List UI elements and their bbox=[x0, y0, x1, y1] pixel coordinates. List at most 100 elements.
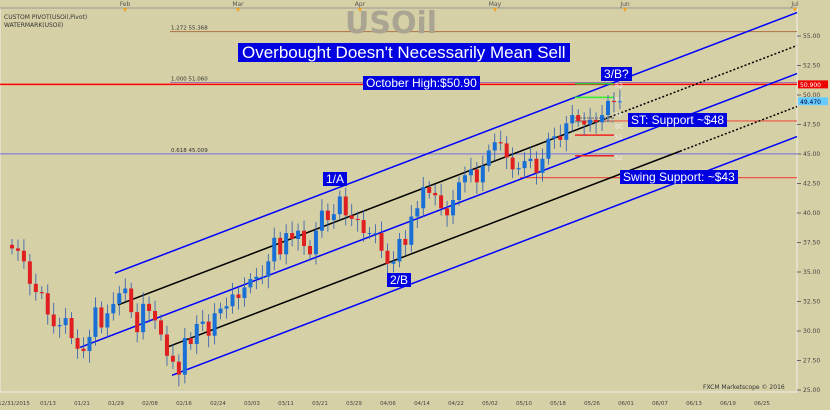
month-marker-icon bbox=[623, 8, 627, 12]
annotation-wave-3b: 3/B? bbox=[601, 67, 632, 81]
price-badge bbox=[798, 97, 828, 106]
y-tick-label: 45.00 bbox=[803, 151, 820, 158]
candle bbox=[462, 175, 467, 183]
candle bbox=[433, 192, 438, 196]
candle bbox=[212, 313, 217, 336]
chart-title: Overbought Doesn't Necessarily Mean Sell bbox=[238, 43, 570, 62]
candle bbox=[373, 233, 378, 235]
candle bbox=[284, 233, 289, 255]
x-tick-label: 06/25 bbox=[754, 401, 770, 407]
month-tick-label: Feb bbox=[120, 1, 131, 8]
candle bbox=[147, 303, 152, 311]
y-tick-label: 32.50 bbox=[803, 299, 820, 306]
candle bbox=[468, 169, 473, 176]
candle bbox=[391, 261, 396, 264]
candle bbox=[367, 233, 372, 235]
candle bbox=[474, 169, 479, 183]
candle bbox=[337, 196, 342, 215]
y-tick-label: 47.50 bbox=[803, 122, 820, 129]
price-badge bbox=[798, 80, 828, 89]
candle bbox=[570, 115, 575, 124]
candle bbox=[206, 321, 211, 336]
annotation-wave-1a: 1/A bbox=[323, 172, 348, 186]
candle bbox=[224, 306, 229, 309]
candle bbox=[135, 312, 140, 333]
x-tick-label: 04/14 bbox=[414, 401, 430, 407]
candle bbox=[159, 320, 163, 335]
candle bbox=[325, 210, 330, 221]
candle bbox=[99, 307, 104, 328]
indicator-label: WATERMARK(USOil) bbox=[4, 22, 64, 29]
candle bbox=[349, 215, 354, 219]
annotation-st-support: ST: Support ~$48 bbox=[628, 113, 728, 127]
month-marker-icon bbox=[236, 8, 240, 12]
candle bbox=[516, 168, 521, 170]
candle bbox=[242, 287, 247, 298]
candle bbox=[236, 294, 241, 298]
candle bbox=[123, 288, 128, 294]
annotation-october-high: October High:$50.90 bbox=[363, 76, 480, 90]
candle bbox=[558, 136, 563, 140]
candle bbox=[260, 276, 265, 278]
candle bbox=[69, 318, 74, 339]
candle bbox=[230, 294, 235, 307]
month-marker-icon bbox=[793, 8, 797, 12]
x-tick-label: 02/16 bbox=[176, 401, 192, 407]
x-tick-label: 03/11 bbox=[278, 401, 294, 407]
candle bbox=[582, 120, 587, 125]
pivot-label: S1 bbox=[615, 134, 623, 141]
copyright: FXCM Marketscope © 2016 bbox=[703, 384, 785, 391]
candle bbox=[45, 293, 50, 315]
month-tick-label: Mar bbox=[232, 1, 244, 8]
candle bbox=[331, 214, 336, 221]
y-tick-label: 37.50 bbox=[803, 240, 820, 247]
candle bbox=[218, 308, 223, 314]
fib-level-label: 1.272 55.368 bbox=[171, 26, 208, 32]
x-tick-label: 12/31/2015 bbox=[0, 401, 30, 407]
candle bbox=[415, 208, 420, 217]
candle bbox=[266, 261, 271, 277]
x-tick-label: 04/06 bbox=[380, 401, 396, 407]
candle bbox=[93, 307, 98, 337]
candle bbox=[39, 292, 44, 294]
x-tick-label: 06/01 bbox=[618, 401, 634, 407]
y-tick-label: 35.00 bbox=[803, 269, 820, 276]
candle bbox=[540, 158, 545, 173]
candle bbox=[528, 158, 533, 162]
x-tick-label: 01/29 bbox=[108, 401, 124, 407]
candle bbox=[296, 230, 301, 239]
candle bbox=[379, 233, 384, 251]
x-tick-label: 05/02 bbox=[482, 401, 498, 407]
candle bbox=[427, 187, 432, 193]
month-marker-icon bbox=[358, 8, 362, 12]
pivot-label: R2 bbox=[615, 83, 623, 90]
candle bbox=[588, 119, 593, 125]
candle bbox=[141, 303, 146, 333]
candle bbox=[278, 237, 283, 255]
candle bbox=[176, 361, 181, 375]
indicator-label: CUSTOM PIVOT(USOil,Pivot) bbox=[4, 14, 88, 21]
candle bbox=[117, 293, 122, 304]
candle bbox=[606, 100, 610, 116]
midline-projection bbox=[679, 105, 798, 152]
channel-line bbox=[114, 11, 798, 274]
month-tick-label: Apr bbox=[355, 1, 366, 8]
fib-level-label: 1.000 51.060 bbox=[171, 76, 208, 82]
y-tick-label: 27.50 bbox=[803, 358, 820, 365]
candle bbox=[27, 261, 32, 284]
candle bbox=[308, 246, 312, 255]
candle bbox=[480, 165, 485, 183]
y-tick-label: 55.00 bbox=[803, 33, 820, 40]
x-tick-label: 03/29 bbox=[346, 401, 362, 407]
candle bbox=[439, 195, 444, 209]
candle bbox=[492, 142, 497, 151]
candle bbox=[486, 150, 491, 166]
candle bbox=[57, 325, 62, 327]
candle bbox=[385, 250, 390, 264]
candle bbox=[498, 142, 503, 144]
annotation-swing-support: Swing Support: ~$43 bbox=[620, 170, 738, 184]
candle bbox=[254, 276, 259, 280]
candle bbox=[129, 288, 134, 313]
candle bbox=[182, 338, 187, 375]
candle bbox=[272, 237, 277, 262]
